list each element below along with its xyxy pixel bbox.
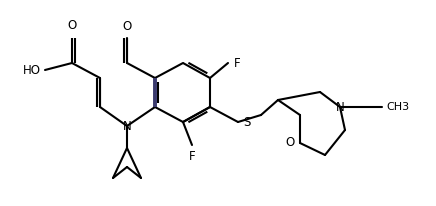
Text: O: O [68,19,77,32]
Text: O: O [286,137,295,150]
Text: CH3: CH3 [386,102,409,112]
Text: N: N [336,101,344,114]
Text: F: F [189,150,195,163]
Text: O: O [123,20,132,33]
Text: N: N [123,119,131,132]
Text: F: F [234,56,241,69]
Text: S: S [243,116,250,129]
Text: HO: HO [23,63,41,76]
